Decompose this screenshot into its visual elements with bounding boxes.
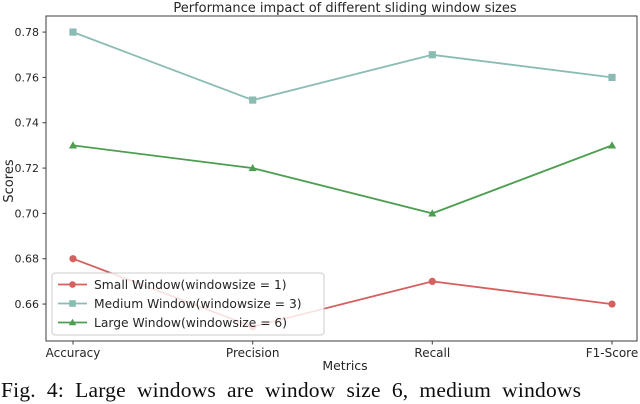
x-axis-label: Metrics — [322, 358, 367, 373]
y-tick-label: 0.78 — [15, 26, 40, 39]
marker-circle — [69, 281, 76, 288]
legend-item: Small Window(windowsize = 1) — [58, 278, 287, 292]
y-tick-label: 0.70 — [15, 207, 40, 220]
chart-title: Performance impact of different sliding … — [173, 1, 517, 16]
x-tick-label: Precision — [226, 346, 280, 360]
marker-triangle — [248, 163, 257, 172]
x-tick-label: F1-Score — [586, 346, 638, 360]
legend-label: Large Window(windowsize = 6) — [94, 316, 287, 330]
marker-circle — [428, 277, 436, 285]
legend: Small Window(windowsize = 1) Medium Windo… — [51, 272, 325, 336]
legend-label: Medium Window(windowsize = 3) — [94, 297, 302, 311]
y-tick-label: 0.74 — [15, 117, 40, 130]
marker-square — [608, 73, 616, 82]
y-axis-label: Scores — [2, 159, 17, 202]
series-square — [69, 28, 616, 104]
marker-circle — [69, 255, 77, 263]
series-line — [72, 144, 613, 215]
y-tick-label: 0.68 — [15, 253, 40, 266]
y-tick-label: 0.66 — [15, 298, 40, 311]
legend-label: Small Window(windowsize = 1) — [94, 278, 287, 292]
marker-circle — [608, 300, 616, 308]
x-tick-label: Accuracy — [46, 346, 101, 360]
marker-square — [428, 51, 436, 59]
plot-frame — [45, 15, 638, 342]
y-tick-label: 0.72 — [15, 162, 40, 175]
figure-caption: Fig. 4: Large windows are window size 6,… — [1, 378, 582, 402]
legend-item: Large Window(windowsize = 6) — [58, 316, 287, 330]
series-triangle — [68, 141, 617, 217]
marker-square — [69, 300, 76, 307]
axes-box — [45, 15, 638, 342]
y-tick-label: 0.76 — [15, 71, 40, 84]
marker-triangle — [68, 318, 77, 326]
marker-triangle — [607, 141, 617, 149]
legend-item: Medium Window(windowsize = 3) — [58, 297, 302, 311]
performance-line-chart: Performance impact of different sliding … — [2, 1, 639, 373]
series-line — [72, 31, 613, 102]
x-tick-label: Recall — [414, 346, 450, 360]
marker-square — [249, 96, 257, 104]
marker-triangle — [428, 209, 437, 217]
marker-triangle — [68, 141, 78, 149]
legend-box — [51, 272, 325, 336]
axis-ticks: 0.66 0.68 0.70 0.72 0.74 0.76 0.78 Accuracy Prec… — [15, 26, 639, 360]
marker-square — [69, 28, 77, 36]
